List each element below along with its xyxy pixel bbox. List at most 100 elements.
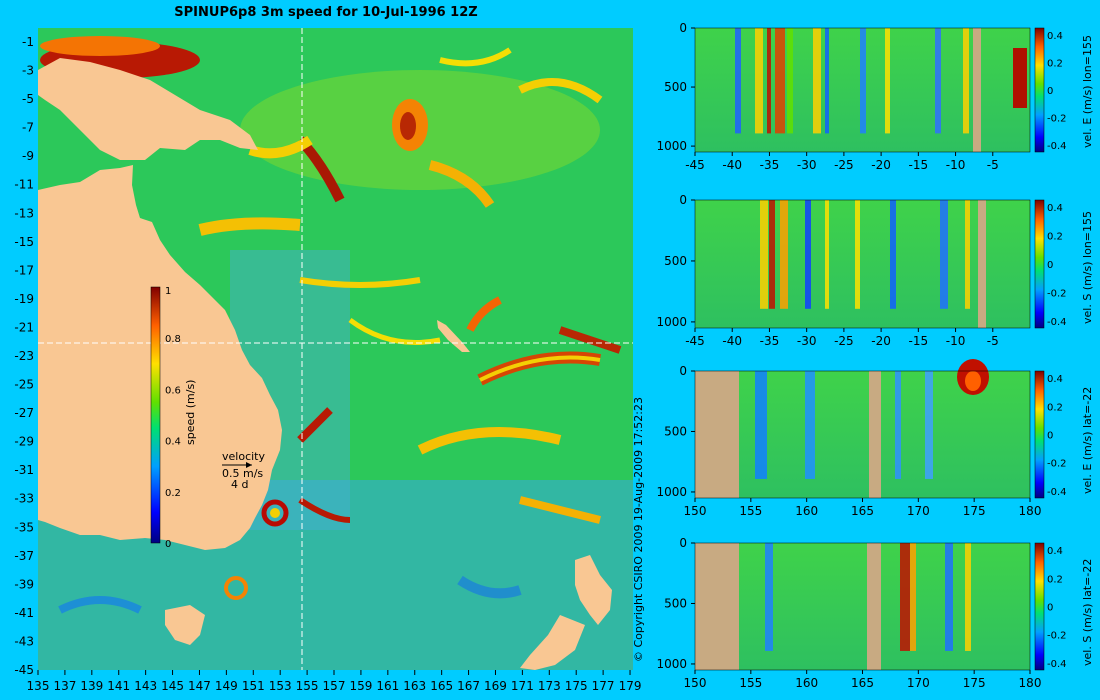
map-y-tick-label: -15: [14, 235, 34, 249]
map-x-tick-label: 141: [107, 679, 130, 693]
tasmania: [165, 605, 205, 645]
speed-colorbar-ticks: 1 0.8 0.6 0.4 0.2 0: [165, 286, 181, 550]
map-y-tick-label: -43: [14, 634, 34, 648]
section-x-tick-label: -45: [685, 158, 705, 172]
section-land: [973, 28, 981, 152]
section-velocity-band: [735, 28, 741, 134]
section-colorbar-tick: -0.4: [1047, 487, 1067, 498]
map-y-tick-label: -11: [14, 178, 34, 192]
section-velocity-band: [855, 200, 860, 309]
speed-colorbar-tick: 0.6: [165, 385, 181, 396]
section-y-tick-label: 1000: [656, 139, 687, 153]
section-x-tick-label: 165: [851, 504, 874, 518]
map-y-tick-label: -21: [14, 320, 34, 334]
map-y-tick-label: -1: [22, 35, 34, 49]
speed-colorbar-tick: 1: [165, 286, 171, 297]
section-y-tick-label: 500: [664, 424, 687, 438]
section-x-tick-label: 150: [684, 504, 707, 518]
map-title: SPINUP6p8 3m speed for 10-Jul-1996 12Z: [174, 5, 477, 20]
map-x-tick-label: 159: [349, 679, 372, 693]
section-y-tick-label: 500: [664, 80, 687, 94]
section-panel: -45 -40 -35 -30 -25 -20 -15 -10 -5 0 500 1000 0.4 0.2…: [656, 193, 1066, 348]
section-velocity-band: [963, 28, 969, 134]
section-x-tick-label: -5: [987, 334, 999, 348]
velocity-key: velocity 0.5 m/s 4 d: [222, 450, 265, 491]
section-x-tick-label: 155: [739, 676, 762, 690]
section-colorbar: [1034, 370, 1045, 499]
map-x-tick-label: 171: [511, 679, 534, 693]
section-x-tick-label: -45: [685, 334, 705, 348]
section-colorbar-tick: 0: [1047, 431, 1053, 442]
section-colorbar-tick: 0: [1047, 86, 1053, 97]
section-x-tick-label: -10: [946, 334, 966, 348]
map-y-tick-label: -29: [14, 435, 34, 449]
map-y-tick-label: -19: [14, 292, 34, 306]
section-frame: [694, 27, 1031, 153]
section-colorbar-tick: -0.2: [1047, 288, 1067, 299]
section-land: [867, 543, 881, 670]
section-panel: 150 155 160 165 170 175 180 0 500 1000 0.4 0.2 0 -0.2…: [656, 359, 1067, 518]
velocity-key-title: velocity: [222, 450, 265, 463]
map-y-tick-label: -41: [14, 606, 34, 620]
section-velocity-band: [755, 371, 767, 479]
section-x-tick-label: 160: [795, 504, 818, 518]
map-x-tick-label: 165: [430, 679, 453, 693]
section-colorbar-tick: 0: [1047, 603, 1053, 614]
section-x-tick-label: -40: [722, 158, 742, 172]
map-y-tick-label: -39: [14, 577, 34, 591]
section-x-tick-label: -15: [909, 158, 929, 172]
arrowhead-icon: [246, 462, 252, 468]
section-colorbar: [1034, 542, 1045, 671]
section-x-tick-label: -20: [871, 334, 891, 348]
section-velocity-band: [780, 200, 788, 309]
section-x-tick-label: -40: [722, 334, 742, 348]
section-y-tick-label: 0: [679, 536, 687, 550]
speed-colorbar-label: speed (m/s): [184, 379, 197, 445]
speed-colorbar-tick: 0.2: [165, 488, 181, 499]
section-colorbar-tick: -0.4: [1047, 317, 1067, 328]
map-x-tick-label: 147: [188, 679, 211, 693]
map-x-tick-label: 175: [565, 679, 588, 693]
section-velocity-band: [910, 543, 916, 651]
section-velocity-band: [769, 200, 775, 309]
section-land: [978, 200, 986, 328]
section-colorbar-tick: 0.2: [1047, 402, 1063, 413]
section-velocity-band: [935, 28, 941, 134]
section-x-tick-label: 180: [1019, 676, 1042, 690]
section-land: [869, 371, 881, 498]
section-velocity-band: [787, 28, 793, 134]
section-x-tick-label: 160: [795, 676, 818, 690]
section-colorbar: [1034, 199, 1045, 329]
section-colorbar-tick: -0.2: [1047, 459, 1067, 470]
section-velocity-band: [945, 543, 953, 651]
speed-colorbar: 1 0.8 0.6 0.4 0.2 0: [150, 286, 181, 550]
map-x-tick-label: 149: [215, 679, 238, 693]
section-x-tick-label: 150: [684, 676, 707, 690]
map-x-tick-label: 151: [242, 679, 265, 693]
section-x-tick-label: -10: [946, 158, 966, 172]
section-x-tick-label: 165: [851, 676, 874, 690]
section-velocity-band: [965, 543, 971, 651]
section-y-tick-label: 500: [664, 596, 687, 610]
section-velocity-band: [825, 200, 829, 309]
section-y-tick-label: 1000: [656, 657, 687, 671]
section-land: [695, 371, 739, 498]
map-x-tick-label: 153: [269, 679, 292, 693]
section-frame: [694, 199, 1031, 329]
map-x-tick-label: 167: [457, 679, 480, 693]
section-colorbar-tick: 0.2: [1047, 574, 1063, 585]
section-field: [695, 543, 1030, 670]
speed-colorbar-tick: 0.8: [165, 334, 181, 345]
map-y-tick-label: -7: [22, 121, 34, 135]
map-x-tick-label: 143: [134, 679, 157, 693]
new-zealand-north: [575, 555, 612, 625]
section-velocity-band: [1013, 48, 1027, 108]
section-velocity-band: [805, 200, 811, 309]
section-velocity-band: [805, 371, 815, 479]
section-x-tick-label: 175: [963, 676, 986, 690]
section-colorbar-label: vel. E (m/s) lat=-22: [1081, 386, 1094, 494]
section-colorbar-tick: -0.4: [1047, 141, 1067, 152]
section-colorbar-label: vel. S (m/s) lat=-22: [1081, 558, 1094, 666]
section-velocity-band: [825, 28, 829, 134]
